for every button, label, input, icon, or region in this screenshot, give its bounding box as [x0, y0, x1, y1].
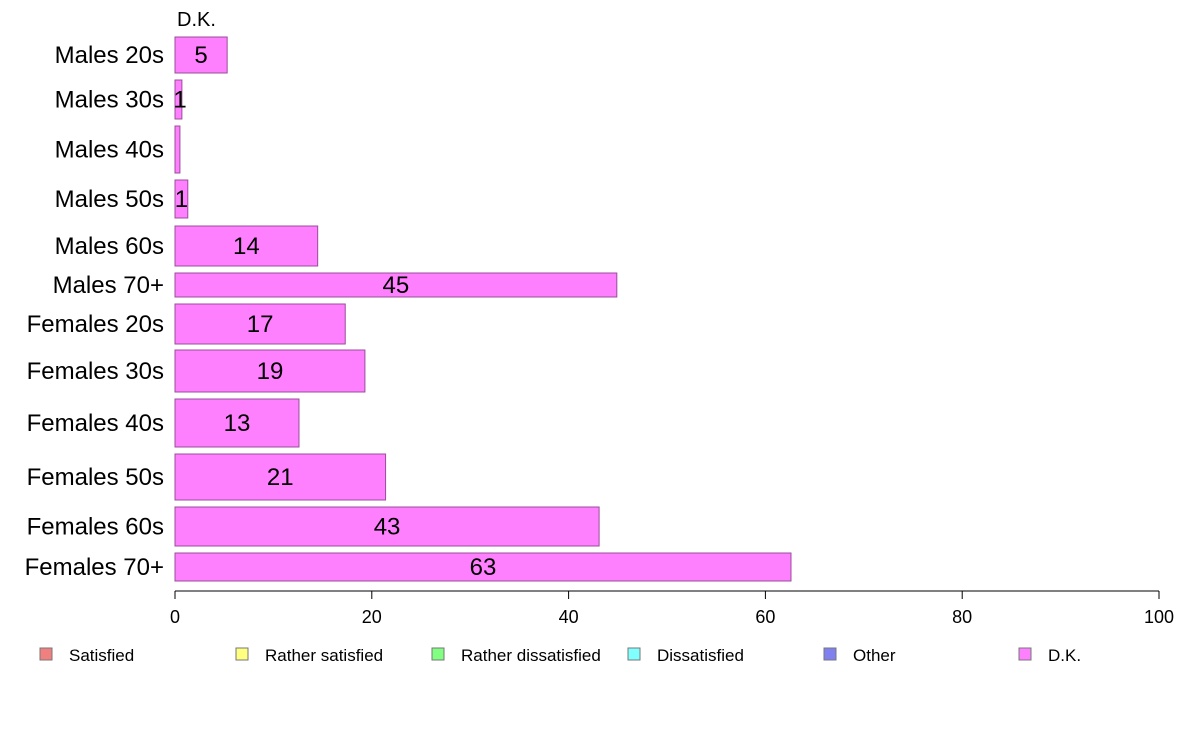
- bar: [174, 303, 346, 345]
- legend-swatch: [39, 647, 53, 661]
- legend-label: Rather dissatisfied: [461, 646, 601, 665]
- legend-label: D.K.: [1048, 646, 1081, 665]
- legend: Satisfied Rather satisfied Rather dissatis…: [39, 646, 1081, 665]
- data-label: 43: [374, 514, 401, 541]
- legend-swatch: [627, 647, 641, 661]
- bar: [174, 272, 618, 298]
- x-tick-label: 80: [952, 607, 972, 627]
- x-tick-label: 100: [1144, 607, 1174, 627]
- data-label: 14: [233, 233, 260, 260]
- legend-label: Dissatisfied: [657, 646, 744, 665]
- legend-swatch: [431, 647, 445, 661]
- category-label: Females 50s: [27, 464, 164, 491]
- category-label: Females 60s: [27, 514, 164, 541]
- legend-label: Rather satisfied: [265, 646, 383, 665]
- bar: [174, 79, 183, 120]
- data-label: 1: [173, 87, 186, 114]
- legend-swatch: [823, 647, 837, 661]
- bars: [174, 36, 792, 582]
- category-label: Males 50s: [55, 186, 164, 213]
- data-label: 21: [267, 464, 294, 491]
- series-title: D.K.: [177, 9, 216, 31]
- category-label: Males 20s: [55, 42, 164, 69]
- bar: [174, 552, 792, 582]
- legend-swatch: [235, 647, 249, 661]
- bar: [174, 398, 300, 448]
- category-label: Males 30s: [55, 87, 164, 114]
- category-labels: Males 20s Males 30s Males 40s Males 50s Male…: [25, 42, 164, 581]
- data-label: 19: [257, 358, 284, 385]
- x-tick-label: 60: [755, 607, 775, 627]
- bar: [174, 453, 387, 501]
- bar: [174, 225, 319, 267]
- data-label: 17: [247, 311, 274, 338]
- category-label: Females 70+: [25, 554, 164, 581]
- x-tick-label: 0: [170, 607, 180, 627]
- bar: [174, 349, 366, 393]
- data-label: 45: [383, 272, 410, 299]
- legend-label: Satisfied: [69, 646, 134, 665]
- category-label: Females 40s: [27, 410, 164, 437]
- legend-swatch: [1018, 647, 1032, 661]
- category-label: Males 70+: [53, 272, 164, 299]
- data-label: 13: [224, 410, 251, 437]
- legend-label: Other: [853, 646, 896, 665]
- category-label: Females 20s: [27, 311, 164, 338]
- x-tick-label: 20: [362, 607, 382, 627]
- category-label: Males 60s: [55, 233, 164, 260]
- data-label: 5: [194, 42, 207, 69]
- category-label: Females 30s: [27, 358, 164, 385]
- bar: [174, 179, 189, 219]
- bar: [174, 125, 181, 174]
- data-label: 1: [175, 186, 188, 213]
- data-label: 63: [470, 554, 497, 581]
- x-tick-label: 40: [559, 607, 579, 627]
- bar: [174, 36, 228, 74]
- bar: [174, 506, 600, 547]
- x-axis: 0 20 40 60 80 100: [170, 590, 1174, 627]
- category-label: Males 40s: [55, 137, 164, 164]
